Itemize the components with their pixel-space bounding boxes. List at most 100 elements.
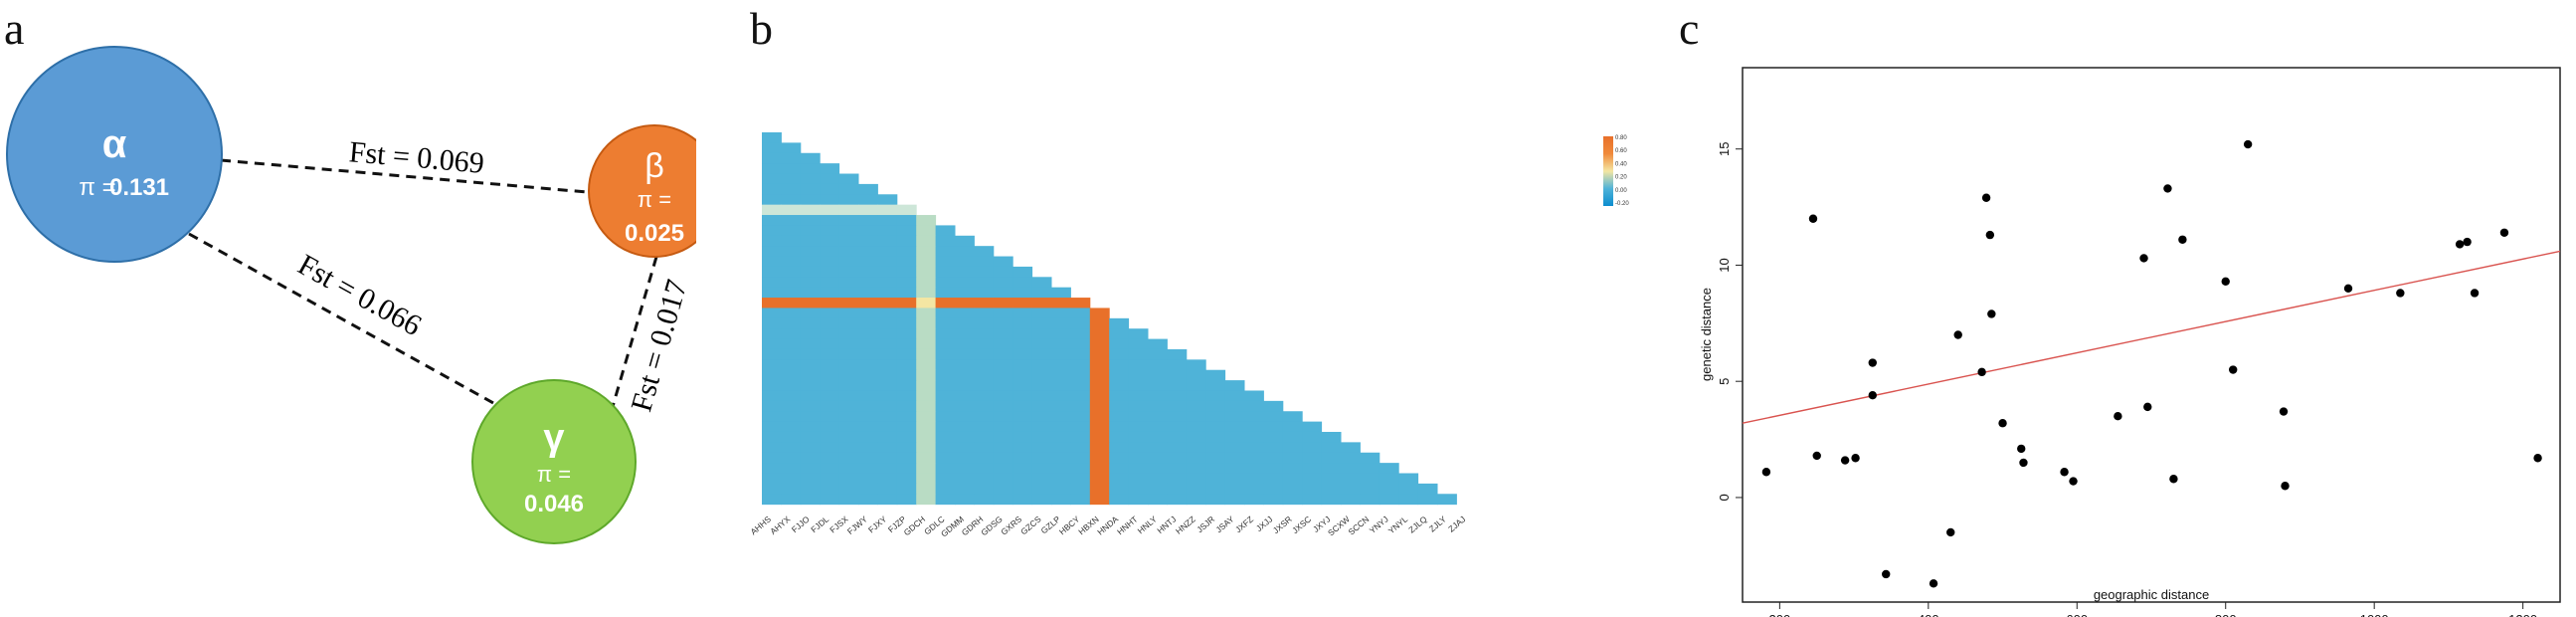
- scatter-point: [1981, 193, 1991, 202]
- heatmap-cell: [1031, 317, 1052, 329]
- heatmap-x-label: ZJLY: [1427, 514, 1448, 533]
- fst-heatmap: AHHSAHYXFJJOFJDLFJSXFJWYFJXYFJZPGDCHGDLC…: [748, 132, 1629, 538]
- heatmap-cell: [781, 390, 802, 402]
- heatmap-cell: [820, 163, 840, 175]
- heatmap-cell: [1263, 421, 1284, 433]
- heatmap-cell: [935, 338, 956, 350]
- node-alpha-pi-label: π =: [79, 174, 115, 201]
- heatmap-cell: [1148, 390, 1168, 402]
- heatmap-cell: [1012, 494, 1033, 506]
- heatmap-cell: [916, 369, 937, 381]
- heatmap-cell: [974, 246, 995, 258]
- scatter-point: [2139, 254, 2148, 263]
- heatmap-cell: [916, 380, 937, 391]
- heatmap-cell: [955, 317, 975, 329]
- heatmap-cell: [800, 194, 821, 206]
- legend-tick-label: 0.40: [1615, 161, 1627, 167]
- heatmap-cell: [896, 483, 917, 495]
- heatmap-cell: [1398, 483, 1419, 495]
- heatmap-cell: [955, 246, 975, 258]
- scatter-point: [1977, 367, 1986, 377]
- heatmap-cell: [1089, 348, 1110, 360]
- heatmap-cell: [1109, 431, 1130, 443]
- heatmap-cell: [877, 421, 898, 433]
- heatmap-cell: [1128, 473, 1149, 485]
- heatmap-cell: [1244, 411, 1264, 423]
- heatmap-cell: [1282, 431, 1303, 443]
- heatmap-cell: [1012, 328, 1033, 340]
- heatmap-cell: [896, 421, 917, 433]
- heatmap-cell: [1128, 400, 1149, 412]
- heatmap-cell: [1109, 494, 1130, 506]
- heatmap-cell: [800, 215, 821, 226]
- heatmap-cell: [1128, 359, 1149, 371]
- node-beta: β π = 0.025: [588, 124, 696, 258]
- heatmap-cell: [916, 277, 937, 289]
- heatmap-cell: [1167, 359, 1188, 371]
- heatmap-cell: [800, 266, 821, 278]
- heatmap-cell: [1012, 298, 1033, 308]
- heatmap-cell: [762, 173, 782, 185]
- heatmap-cell: [1205, 452, 1226, 464]
- heatmap-cell: [974, 287, 995, 299]
- heatmap-cell: [974, 266, 995, 278]
- heatmap-cell: [1031, 442, 1052, 454]
- heatmap-cell: [916, 411, 937, 423]
- heatmap-cell: [800, 183, 821, 195]
- heatmap-cell: [877, 215, 898, 226]
- heatmap-cell: [762, 452, 782, 464]
- heatmap-cell: [1012, 452, 1033, 464]
- heatmap-cell: [1398, 494, 1419, 506]
- heatmap-cell: [800, 287, 821, 299]
- heatmap-cell: [1128, 390, 1149, 402]
- heatmap-cell: [781, 266, 802, 278]
- heatmap-cell: [935, 328, 956, 340]
- heatmap-x-label: JSJR: [1195, 514, 1216, 535]
- heatmap-cell: [1341, 442, 1361, 454]
- scatter-point: [1987, 309, 1996, 318]
- heatmap-cell: [935, 225, 956, 237]
- heatmap-cell: [877, 246, 898, 258]
- heatmap-cell: [820, 380, 840, 391]
- heatmap-x-label: HNZZ: [1174, 514, 1197, 536]
- heatmap-cell: [1051, 317, 1071, 329]
- heatmap-cell: [1148, 494, 1168, 506]
- heatmap-cell: [896, 204, 917, 216]
- heatmap-cell: [762, 225, 782, 237]
- heatmap-cell: [1012, 380, 1033, 391]
- scatter-point: [1882, 569, 1891, 579]
- heatmap-cell: [1244, 483, 1264, 495]
- heatmap-cell: [1128, 411, 1149, 423]
- node-gamma-pi-label: π =: [537, 462, 571, 487]
- heatmap-cell: [858, 277, 878, 289]
- heatmap-cell: [781, 421, 802, 433]
- heatmap-cell: [1148, 348, 1168, 360]
- scatter-point: [2499, 228, 2509, 237]
- legend-tick-label: 0.20: [1615, 175, 1627, 181]
- heatmap-cell: [781, 142, 802, 154]
- heatmap-cell: [935, 359, 956, 371]
- heatmap-cell: [820, 308, 840, 319]
- heatmap-cell: [993, 287, 1013, 299]
- heatmap-cell: [1224, 473, 1245, 485]
- heatmap-cell: [858, 431, 878, 443]
- heatmap-cell: [974, 463, 995, 475]
- scatter-point: [1929, 579, 1938, 588]
- heatmap-cell: [877, 266, 898, 278]
- heatmap-cell: [916, 287, 937, 299]
- heatmap-cell: [1051, 494, 1071, 506]
- scatter-point: [1998, 419, 2007, 428]
- heatmap-x-label: HNDA: [1095, 514, 1120, 536]
- heatmap-cell: [916, 215, 937, 226]
- heatmap-cell: [974, 338, 995, 350]
- heatmap-cell: [838, 348, 859, 360]
- heatmap-cell: [1070, 348, 1091, 360]
- heatmap-cell: [877, 348, 898, 360]
- regression-line-segment: [1742, 250, 2561, 424]
- heatmap-cell: [1263, 483, 1284, 495]
- heatmap-cell: [762, 359, 782, 371]
- heatmap-cell: [1379, 494, 1399, 506]
- heatmap-cell: [1360, 452, 1380, 464]
- heatmap-cell: [1186, 380, 1206, 391]
- heatmap-cell: [1282, 421, 1303, 433]
